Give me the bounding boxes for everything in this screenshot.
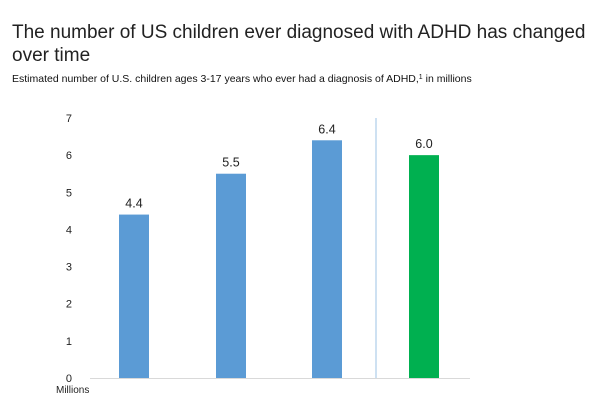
- y-axis-ticks: 0 1 2 3 4 5 6 7: [66, 113, 72, 385]
- y-tick-label: 2: [66, 299, 72, 311]
- bars: [119, 140, 439, 378]
- bar: [409, 155, 439, 378]
- bar: [216, 173, 246, 378]
- y-axis-label: Millions: [56, 385, 89, 396]
- y-tick-label: 0: [66, 373, 72, 385]
- subtitle-text: Estimated number of U.S. children ages 3…: [12, 73, 419, 85]
- bar: [312, 140, 342, 378]
- y-tick-label: 5: [66, 187, 72, 199]
- bar-value-label: 6.0: [415, 137, 432, 151]
- chart-subtitle: Estimated number of U.S. children ages 3…: [12, 73, 588, 86]
- bar-value-label: 6.4: [318, 122, 335, 136]
- y-tick-label: 3: [66, 262, 72, 274]
- subtitle-footnote: 1: [418, 74, 423, 81]
- y-tick-label: 4: [66, 224, 72, 236]
- y-tick-label: 7: [66, 113, 72, 125]
- bar-value-label: 4.4: [125, 197, 142, 211]
- bar: [119, 214, 149, 378]
- data-labels: 4.4 5.5 6.4 6.0: [125, 122, 432, 210]
- subtitle-suffix: in millions: [422, 73, 472, 85]
- y-tick-label: 6: [66, 150, 72, 162]
- chart-title: The number of US children ever diagnosed…: [12, 22, 586, 66]
- bar-value-label: 5.5: [222, 156, 239, 170]
- y-tick-label: 1: [66, 336, 72, 348]
